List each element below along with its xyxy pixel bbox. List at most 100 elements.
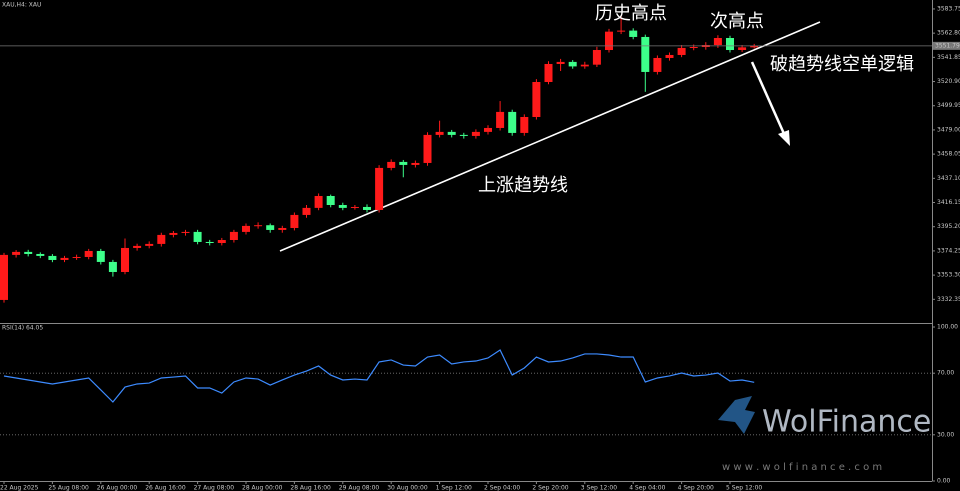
watermark-logo (718, 396, 755, 434)
y-tick-label: 3499.95 (937, 102, 960, 109)
y-tick-label: 3374.25 (937, 247, 960, 254)
y-tick-label: 3353.30 (937, 272, 960, 279)
candle-body (84, 250, 93, 257)
candle-body (12, 251, 21, 255)
x-tick-label: 25 Aug 08:00 (48, 485, 89, 491)
candle-body (193, 231, 202, 242)
y-tick-label: 70.00 (937, 370, 954, 377)
candle-body (592, 50, 601, 65)
y-tick-label: 30.00 (937, 431, 954, 438)
x-tick-label: 28 Aug 16:00 (290, 485, 331, 491)
candle-body (290, 214, 299, 228)
chart-title: XAU,H4: XAU (2, 2, 41, 9)
candle-body (447, 131, 456, 135)
rsi-title: RSI(14) 64.05 (2, 325, 43, 332)
candle-body (375, 167, 384, 210)
candle-body (48, 255, 57, 260)
candle-body (544, 63, 553, 83)
candle-body (133, 245, 142, 248)
candle-body (302, 207, 311, 215)
x-tick-label: 1 Sep 12:00 (436, 485, 472, 491)
candle-body (617, 30, 626, 32)
arrow-shaft (750, 61, 787, 137)
x-tick-label: 5 Sep 12:00 (726, 485, 762, 491)
x-tick-label: 26 Aug 16:00 (145, 485, 186, 491)
candle-body (726, 37, 734, 51)
candle-body (532, 82, 541, 117)
candle-body (665, 54, 674, 58)
candle-body (181, 231, 190, 233)
candle-body (484, 127, 492, 132)
arrow-head (778, 130, 790, 146)
candle-body (326, 195, 335, 206)
y-tick-label: 3458.05 (937, 151, 960, 158)
watermark-url: w w w . w o l f i n a n c e . c o m (722, 462, 882, 473)
x-tick-label: 4 Sep 20:00 (678, 485, 714, 491)
rsi-line (3, 349, 755, 403)
candle-body (36, 253, 45, 256)
candle-body (72, 256, 81, 258)
candle-body (750, 45, 759, 48)
candle-body (520, 116, 529, 133)
candle-body (0, 254, 8, 300)
candle-body (471, 131, 480, 136)
candle-body (314, 195, 323, 208)
y-tick-label: 3541.85 (937, 54, 960, 61)
y-tick-label: 100.00 (937, 324, 958, 331)
y-tick-label: 0.00 (937, 478, 951, 485)
trend-line (279, 21, 821, 252)
candle-body (399, 161, 408, 165)
last-price-label: 3551.79 (935, 42, 960, 49)
x-tick-label: 29 Aug 08:00 (339, 485, 380, 491)
candle-body (689, 47, 698, 49)
candle-body (568, 61, 577, 67)
y-tick-label: 3332.35 (937, 296, 960, 303)
x-tick-label: 27 Aug 08:00 (194, 485, 235, 491)
x-tick-label: 3 Sep 12:00 (581, 485, 617, 491)
candle-body (205, 241, 214, 244)
y-tick-label: 3395.20 (937, 223, 960, 230)
candle-body (278, 227, 287, 230)
x-tick-label: 26 Aug 00:00 (97, 485, 138, 491)
candle-body (423, 134, 432, 163)
candle-body (60, 257, 69, 260)
y-tick-label: 3562.80 (937, 30, 960, 37)
candle-body (677, 47, 686, 55)
x-tick-label: 4 Sep 04:00 (629, 485, 665, 491)
candle-body (641, 36, 650, 72)
candle-body (229, 231, 238, 240)
candle-body (605, 31, 613, 51)
candle-body (350, 206, 359, 208)
x-tick-label: 22 Aug 2025 (0, 485, 39, 491)
candle-body (387, 161, 396, 168)
x-tick-label: 30 Aug 00:00 (387, 485, 428, 491)
candle-body (24, 251, 33, 254)
candle-body (121, 247, 129, 272)
annotation: 上涨趋势线 (478, 175, 568, 196)
candle-body (338, 205, 347, 208)
candle-body (629, 30, 638, 37)
annotation: 次高点 (710, 11, 764, 32)
y-tick-label: 3437.10 (937, 175, 960, 182)
candle-body (145, 243, 154, 246)
candle-body (242, 225, 250, 232)
candle-body (713, 37, 722, 46)
y-tick-label: 3479.00 (937, 126, 960, 133)
candle-body (96, 250, 105, 262)
candle-body (254, 225, 263, 227)
candle-body (266, 225, 275, 230)
candle-body (653, 57, 662, 72)
candle-body (363, 206, 371, 210)
y-tick-label: 3416.15 (937, 199, 960, 206)
candle-body (435, 131, 444, 135)
candle-body (508, 111, 517, 133)
candle-body (459, 134, 468, 136)
candle-body (169, 232, 178, 235)
x-tick-label: 28 Aug 00:00 (242, 485, 283, 491)
candle-body (411, 162, 420, 165)
annotation: 破趋势线空单逻辑 (770, 54, 914, 75)
watermark-brand: WolFinance (762, 405, 931, 440)
last-price-box (933, 41, 960, 50)
